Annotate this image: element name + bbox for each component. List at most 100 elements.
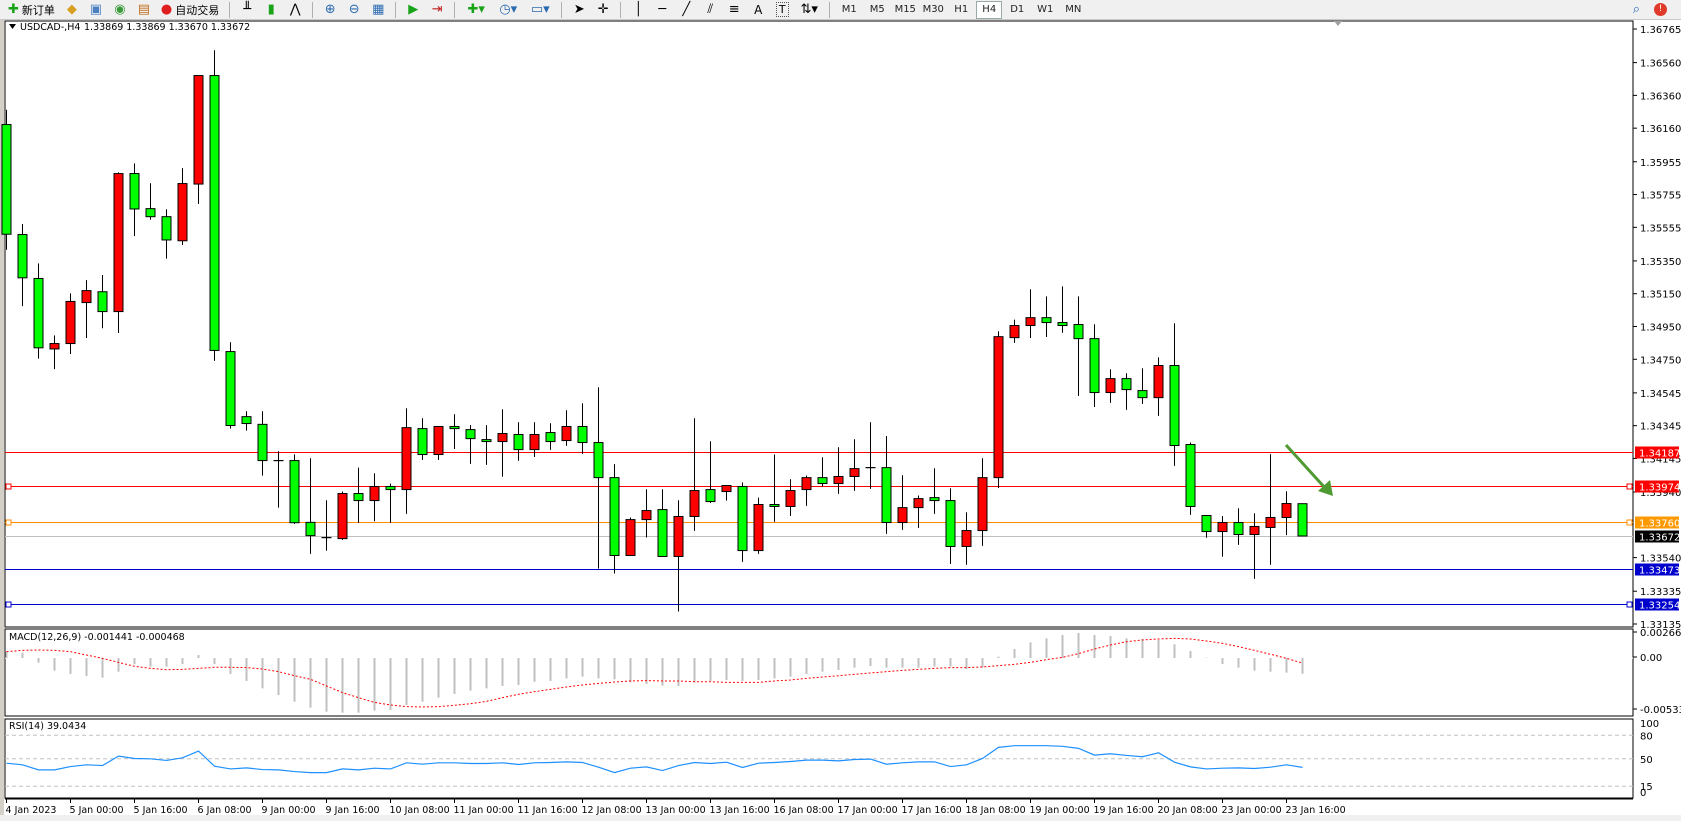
time-tick-label: 5 Jan 00:00 [70,805,124,816]
navigator-icon: ◉ [114,1,126,17]
auto-scroll-button[interactable]: ▶ [402,1,424,19]
candle-bullish [1105,378,1116,394]
text-button[interactable]: A [747,1,769,19]
timeframe-w1-button[interactable]: W1 [1037,4,1054,15]
candle-bearish [241,416,252,425]
time-tick-label: 23 Jan 16:00 [1286,805,1346,816]
timeframe-m1-button[interactable]: M1 [841,4,857,15]
candle-bearish [17,234,28,279]
text-label-button[interactable]: T [771,1,793,19]
indicators-button[interactable]: ✚▾ [461,1,491,19]
timeframe-d1-button[interactable]: D1 [1010,4,1025,15]
tile-windows-button[interactable]: ▦ [367,1,389,19]
time-tick-label: 6 Jan 08:00 [198,805,252,816]
indicators-icon: ✚▾ [467,1,485,17]
candlestick-button[interactable]: ▮ [260,1,282,19]
bar-chart-button[interactable]: ╨ [236,1,258,19]
candle-bullish [193,75,204,185]
candle-bullish [177,183,188,242]
candle-bullish [497,433,508,443]
price-tick-label: 1.35955 [1640,158,1681,169]
timeframe-m5-button[interactable]: M5 [869,4,885,15]
text-icon: A [754,2,763,17]
vertical-line-button[interactable]: │ [627,1,649,19]
data-window-icon: ▣ [89,1,103,17]
zoom-in-button[interactable]: ⊕ [319,1,341,19]
separator [312,1,314,18]
line-handle-marker[interactable] [1626,601,1633,608]
new-order-button[interactable]: ✚ 新订单 [4,1,59,19]
cursor-button[interactable]: ➤ [568,1,590,19]
candle-bullish [673,515,684,557]
market-watch-button[interactable]: ◆ [61,1,83,19]
line-handle-marker[interactable] [1626,483,1633,490]
timeframe-mn-button[interactable]: MN [1065,4,1082,15]
time-tick-label: 4 Jan 2023 [6,805,57,816]
chart-window[interactable]: 1.36765 1.36560 1.36360 1.36160 1.35955 1.357… [0,20,1681,821]
price-line-label-bg [1635,446,1679,459]
data-window-button[interactable]: ▣ [85,1,107,19]
auto-trading-button[interactable]: ● 自动交易 [157,1,223,19]
equidistant-channel-button[interactable]: ⫽ [699,1,721,19]
chart-shift-button[interactable]: ⇥ [426,1,448,19]
candle-bearish [129,173,140,210]
chart-menu-triangle-icon[interactable] [9,24,16,29]
candle-bearish [209,75,220,351]
timeframe-m15-button[interactable]: M15 [894,4,916,15]
macd-tick-label: 0.002668 [1640,628,1681,639]
trendline-button[interactable]: ╱ [675,1,697,19]
chart-shift-marker-icon[interactable] [1334,21,1342,26]
fibonacci-button[interactable]: ≡ [723,1,745,19]
price-line-label-bg [1635,516,1679,529]
navigator-button[interactable]: ◉ [109,1,131,19]
candle-bearish [1297,503,1308,537]
price-tick-label: 1.33940 [1640,488,1681,499]
line-handle-marker[interactable] [5,519,12,526]
separator [454,1,456,18]
candle-bullish [1217,522,1228,533]
candle-bullish [401,427,412,491]
periods-button[interactable]: ◷▾ [493,1,523,19]
plus-icon: ✚ [8,1,19,17]
time-tick-label: 20 Jan 08:00 [1158,805,1218,816]
timeframe-m30-button[interactable]: M30 [922,4,944,15]
notification-icon[interactable]: ! [1654,3,1667,16]
candle-bearish [385,485,396,491]
time-tick-label: 16 Jan 08:00 [774,805,834,816]
arrow-annotation-head [1318,480,1333,496]
templates-button[interactable]: ▭▾ [525,1,555,19]
candle-bullish [433,425,444,456]
candle-bullish [961,530,972,547]
candle-bearish [657,509,668,557]
separator [829,1,831,18]
macd-tick-label: -0.00533 [1640,705,1681,716]
time-tick-label: 9 Jan 16:00 [326,805,380,816]
time-tick-label: 23 Jan 00:00 [1222,805,1282,816]
zoom-out-button[interactable]: ⊖ [343,1,365,19]
price-tick-label: 1.36765 [1640,25,1681,36]
candle-bearish [1137,390,1148,399]
candle-bearish [737,485,748,552]
candle-bearish [929,497,940,502]
timeframe-h4-button[interactable]: H4 [976,0,1003,19]
arrows-button[interactable]: ⇅▾ [795,1,823,19]
price-tick-label: 1.33335 [1640,587,1681,598]
terminal-button[interactable]: ▤ [133,1,155,19]
status-strip [0,815,1681,821]
candle-bullish [977,477,988,532]
crosshair-button[interactable]: ✛ [592,1,614,19]
line-handle-marker[interactable] [1626,519,1633,526]
line-chart-button[interactable]: ⋀ [284,1,306,19]
candle-bearish [705,489,716,503]
line-chart-icon: ⋀ [289,1,301,17]
candle-bullish [561,425,572,442]
timeframe-h1-button[interactable]: H1 [954,4,969,15]
candle-bearish [289,460,300,524]
horizontal-line-button[interactable]: ─ [651,1,673,19]
line-handle-marker[interactable] [5,601,12,608]
arrow-annotation[interactable] [1284,443,1328,491]
candle-bullish [801,477,812,491]
candle-bearish [1233,522,1244,536]
line-handle-marker[interactable] [5,483,12,490]
search-icon[interactable]: ⌕ [1632,1,1640,17]
